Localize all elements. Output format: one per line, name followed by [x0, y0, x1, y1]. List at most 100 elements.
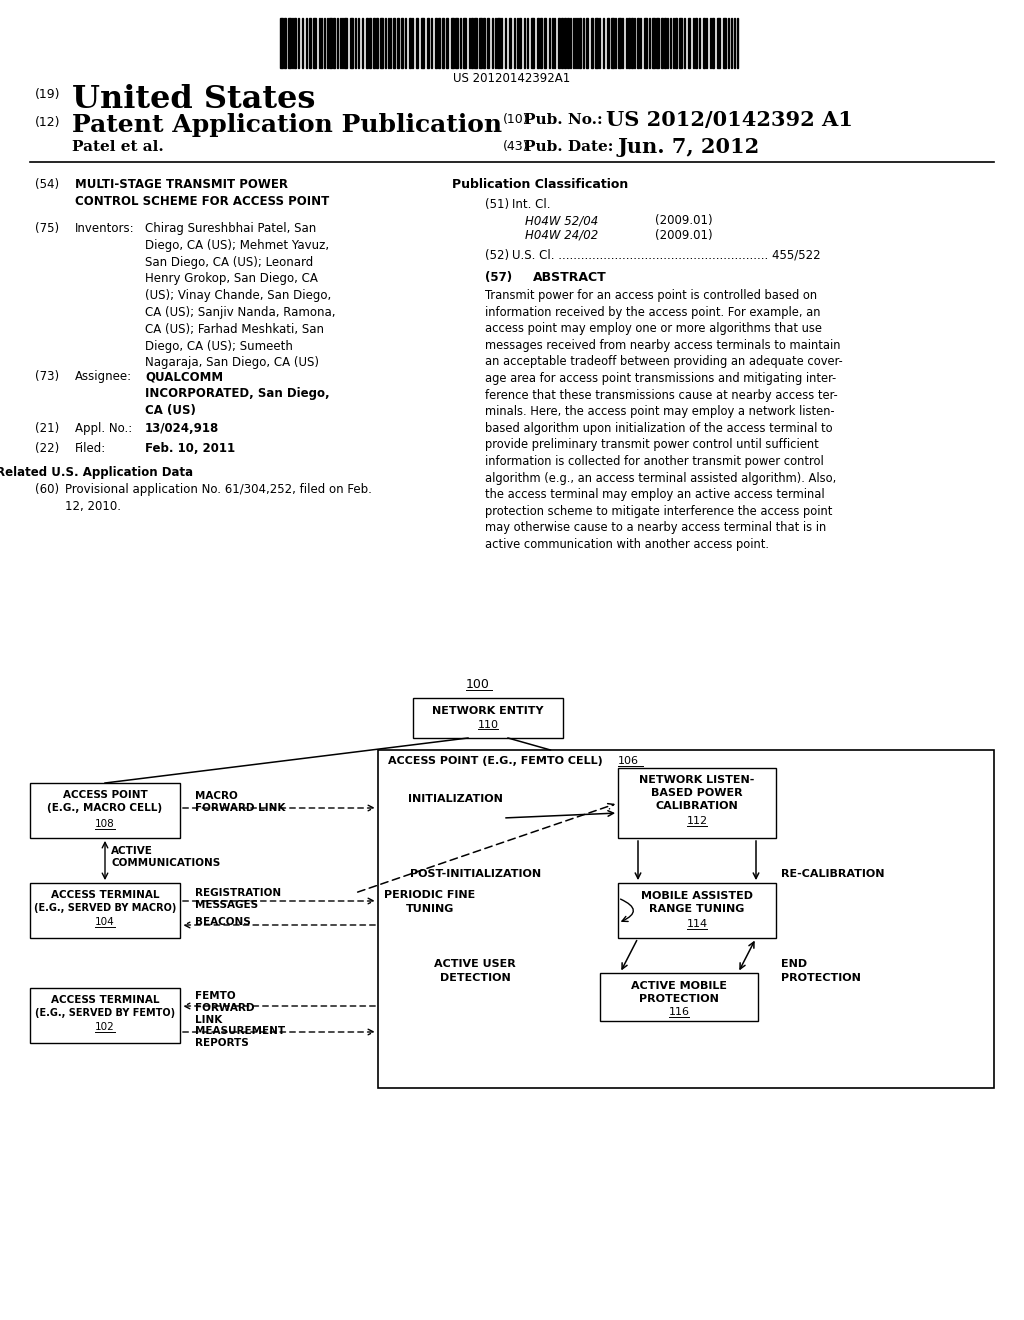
Bar — [30, 883, 180, 939]
Text: Patent Application Publication: Patent Application Publication — [72, 114, 502, 137]
Text: Transmit power for an access point is controlled based on
information received b: Transmit power for an access point is co… — [485, 289, 843, 550]
Text: FORWARD: FORWARD — [195, 1003, 255, 1012]
Text: BASED POWER: BASED POWER — [651, 788, 742, 799]
Text: Publication Classification: Publication Classification — [452, 178, 628, 191]
Bar — [333, 18, 335, 69]
Bar — [393, 18, 395, 69]
Bar — [446, 18, 449, 69]
Text: Jun. 7, 2012: Jun. 7, 2012 — [618, 137, 760, 157]
Bar — [618, 768, 776, 838]
Text: END
PROTECTION: END PROTECTION — [781, 960, 861, 983]
Bar — [350, 18, 353, 69]
Text: 104: 104 — [95, 917, 115, 927]
Bar — [442, 18, 444, 69]
Text: (E.G., SERVED BY FEMTO): (E.G., SERVED BY FEMTO) — [35, 1008, 175, 1018]
Bar — [455, 18, 458, 69]
Bar — [483, 18, 485, 69]
Bar — [519, 18, 521, 69]
Text: ACTIVE USER
DETECTION: ACTIVE USER DETECTION — [434, 960, 516, 983]
Bar — [611, 18, 614, 69]
Text: ACCESS TERMINAL: ACCESS TERMINAL — [51, 995, 160, 1005]
Text: (57): (57) — [485, 271, 512, 284]
Bar — [591, 18, 593, 69]
Text: MESSAGES: MESSAGES — [195, 900, 258, 909]
Bar — [712, 18, 714, 69]
Text: 106: 106 — [618, 756, 639, 766]
Text: ABSTRACT: ABSTRACT — [534, 271, 607, 284]
Text: Pub. No.:: Pub. No.: — [524, 114, 603, 127]
Text: Provisional application No. 61/304,252, filed on Feb.
12, 2010.: Provisional application No. 61/304,252, … — [65, 483, 372, 512]
Bar — [435, 18, 437, 69]
Text: (73): (73) — [35, 370, 59, 383]
Text: (60): (60) — [35, 483, 59, 496]
Text: POST-INITIALIZATION: POST-INITIALIZATION — [410, 869, 541, 879]
Text: FORWARD LINK: FORWARD LINK — [195, 803, 286, 813]
Bar — [413, 698, 563, 738]
Text: U.S. Cl. ........................................................ 455/522: U.S. Cl. ...............................… — [512, 249, 820, 261]
Bar — [652, 18, 655, 69]
Bar — [479, 18, 482, 69]
Text: United States: United States — [72, 84, 315, 115]
Bar — [703, 18, 705, 69]
Bar — [401, 18, 403, 69]
Bar — [618, 18, 621, 69]
Bar — [329, 18, 332, 69]
Text: COMMUNICATIONS: COMMUNICATIONS — [111, 858, 220, 869]
Bar — [679, 18, 682, 69]
Bar — [644, 18, 647, 69]
Text: REPORTS: REPORTS — [195, 1038, 249, 1048]
Bar — [344, 18, 347, 69]
Bar — [438, 18, 440, 69]
Bar — [600, 973, 758, 1020]
Bar — [451, 18, 454, 69]
Bar — [30, 987, 180, 1043]
Text: US 2012/0142392 A1: US 2012/0142392 A1 — [606, 110, 853, 129]
Bar — [309, 18, 311, 69]
Bar — [471, 18, 473, 69]
Text: Filed:: Filed: — [75, 442, 106, 455]
Text: QUALCOMM
INCORPORATED, San Diego,
CA (US): QUALCOMM INCORPORATED, San Diego, CA (US… — [145, 370, 330, 417]
Text: (2009.01): (2009.01) — [655, 214, 713, 227]
Text: (43): (43) — [503, 140, 528, 153]
Bar — [607, 18, 609, 69]
Bar — [688, 18, 690, 69]
Text: MOBILE ASSISTED: MOBILE ASSISTED — [641, 891, 753, 902]
Text: RANGE TUNING: RANGE TUNING — [649, 904, 744, 913]
Text: CALIBRATION: CALIBRATION — [655, 801, 738, 810]
Text: (52): (52) — [485, 249, 509, 261]
Bar — [378, 750, 994, 1088]
Text: REGISTRATION: REGISTRATION — [195, 888, 282, 898]
Text: (12): (12) — [35, 116, 60, 129]
Text: (54): (54) — [35, 178, 59, 191]
Text: (E.G., MACRO CELL): (E.G., MACRO CELL) — [47, 803, 163, 813]
Text: 13/024,918: 13/024,918 — [145, 422, 219, 436]
Text: Chirag Sureshbhai Patel, San
Diego, CA (US); Mehmet Yavuz,
San Diego, CA (US); L: Chirag Sureshbhai Patel, San Diego, CA (… — [145, 222, 336, 370]
Text: RE-CALIBRATION: RE-CALIBRATION — [781, 869, 885, 879]
Text: 116: 116 — [669, 1007, 689, 1016]
Bar — [586, 18, 588, 69]
Text: (19): (19) — [35, 88, 60, 102]
Bar — [637, 18, 639, 69]
Bar — [397, 18, 399, 69]
Text: (2009.01): (2009.01) — [655, 228, 713, 242]
Text: (51): (51) — [485, 198, 509, 211]
Text: NETWORK LISTEN-: NETWORK LISTEN- — [639, 775, 755, 785]
Bar — [567, 18, 569, 69]
Bar — [421, 18, 424, 69]
Text: (21): (21) — [35, 422, 59, 436]
Text: Patel et al.: Patel et al. — [72, 140, 164, 154]
Text: 112: 112 — [686, 816, 708, 826]
Text: ACCESS POINT (E.G., FEMTO CELL): ACCESS POINT (E.G., FEMTO CELL) — [388, 756, 606, 766]
Text: H04W 52/04: H04W 52/04 — [525, 214, 598, 227]
Text: Assignee:: Assignee: — [75, 370, 132, 383]
Bar — [579, 18, 581, 69]
Bar — [284, 18, 286, 69]
Text: Int. Cl.: Int. Cl. — [512, 198, 551, 211]
Text: Inventors:: Inventors: — [75, 222, 134, 235]
Bar — [313, 18, 316, 69]
Text: Appl. No.:: Appl. No.: — [75, 422, 132, 436]
Bar — [294, 18, 296, 69]
Text: MULTI-STAGE TRANSMIT POWER
CONTROL SCHEME FOR ACCESS POINT: MULTI-STAGE TRANSMIT POWER CONTROL SCHEM… — [75, 178, 330, 209]
Bar — [531, 18, 534, 69]
Text: MEASUREMENT: MEASUREMENT — [195, 1026, 285, 1036]
